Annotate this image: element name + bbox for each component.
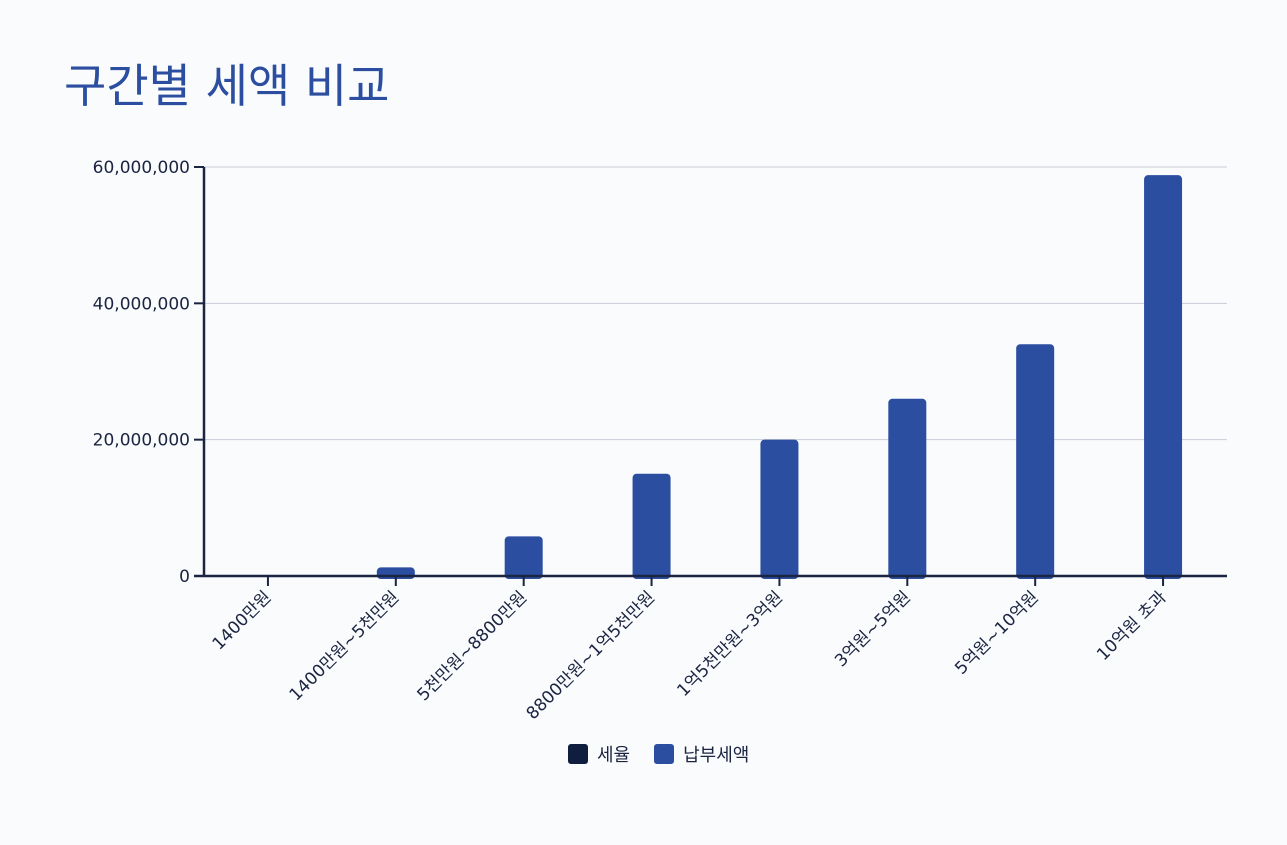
bar-tax[interactable] bbox=[632, 473, 671, 579]
x-tick-label: 5억원~10억원 bbox=[951, 587, 1042, 678]
bar-tax[interactable] bbox=[760, 439, 799, 579]
bars bbox=[376, 175, 1183, 579]
y-axis-ticks: 0 20,000,000 40,000,000 60,000,000 bbox=[93, 158, 204, 587]
legend: 세율 납부세액 bbox=[568, 741, 749, 767]
bar-tax[interactable] bbox=[1144, 175, 1183, 579]
x-tick-label: 1억5천만원~3억원 bbox=[673, 587, 787, 701]
legend-swatch-tax bbox=[654, 744, 675, 764]
chart-title: 구간별 세액 비교 bbox=[64, 59, 390, 113]
x-tick-label: 3억원~5억원 bbox=[831, 587, 915, 671]
bar-tax[interactable] bbox=[1016, 344, 1055, 579]
x-tick-label: 8800만원~1억5천만원 bbox=[523, 587, 659, 723]
x-tick-label: 1400만원 bbox=[209, 587, 276, 654]
legend-item-tax[interactable]: 납부세액 bbox=[654, 741, 749, 767]
gridlines bbox=[204, 166, 1227, 441]
x-axis-ticks: 1400만원 1400만원~5천만원 5천만원~8800만원8800만원~1억5천만… bbox=[209, 576, 1171, 724]
x-tick-label: 10억원 초과 bbox=[1093, 587, 1171, 665]
axes bbox=[194, 167, 1227, 578]
legend-item-rate[interactable]: 세율 bbox=[568, 741, 630, 767]
legend-label-rate: 세율 bbox=[597, 745, 631, 766]
x-tick-label: 1400만원~5천만원 bbox=[286, 587, 404, 705]
legend-swatch-rate bbox=[568, 744, 588, 764]
y-tick-label: 0 bbox=[179, 567, 190, 587]
y-tick-label: 60,000,000 bbox=[93, 158, 190, 178]
bar-tax[interactable] bbox=[888, 398, 927, 579]
x-tick-label: 5천만원~8800만원 bbox=[413, 587, 531, 705]
bar-tax[interactable] bbox=[504, 536, 543, 579]
y-tick-label: 40,000,000 bbox=[93, 294, 190, 314]
legend-label-tax: 납부세액 bbox=[683, 745, 750, 766]
y-tick-label: 20,000,000 bbox=[93, 431, 190, 451]
